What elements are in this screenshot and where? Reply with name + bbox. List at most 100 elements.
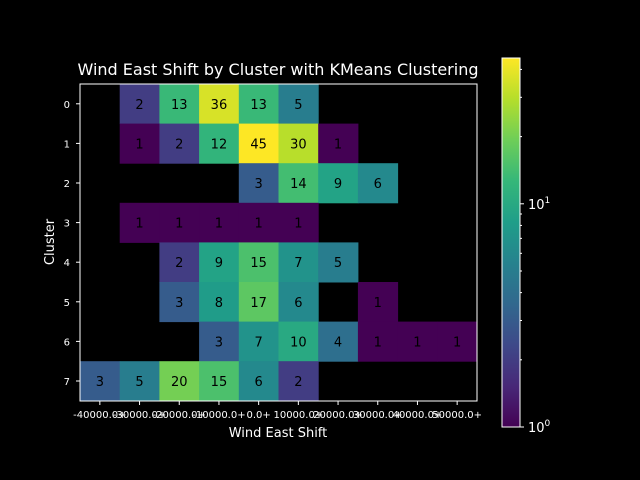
- cell-value-label: 1: [374, 335, 382, 350]
- cell-value-label: 1: [175, 217, 183, 232]
- cell-value-label: 9: [215, 256, 223, 271]
- heatmap-cell: [199, 84, 240, 125]
- heatmap-cell: [318, 123, 359, 164]
- heatmap-cell: [278, 84, 319, 125]
- heatmap-cell: [159, 361, 200, 402]
- y-tick-label: 2: [64, 179, 70, 190]
- cell-value-label: 15: [211, 375, 228, 390]
- heatmap-cell: [357, 282, 399, 323]
- heatmap-cell: [159, 282, 200, 323]
- heatmap-cells: 2 13 36 13 51 2 12 45 30 13 14 9 61 1 1 1 12 9 15 7 53 8 17 6 13…: [80, 84, 478, 402]
- chart-title: Wind East Shift by Cluster with KMeans C…: [77, 60, 478, 79]
- cell-value-label: 36: [211, 98, 228, 113]
- heatmap-cell: [119, 84, 160, 125]
- cell-value-label: 3: [255, 177, 263, 192]
- colorbar-low-base: 10: [528, 421, 545, 436]
- y-axis-label: Cluster: [43, 218, 58, 265]
- cell-value-label: 8: [215, 296, 223, 311]
- cell-value-label: 13: [250, 98, 267, 113]
- heatmap-cell: [80, 361, 121, 402]
- heatmap-cell: [159, 123, 200, 164]
- heatmap-cell: [238, 361, 279, 402]
- heatmap-cell: [159, 84, 200, 125]
- cell-value-label: 45: [250, 137, 267, 152]
- cell-value-label: 1: [334, 137, 342, 152]
- heatmap-cell: [238, 123, 279, 164]
- heatmap-cell: [318, 163, 359, 204]
- cell-value-label: 4: [334, 335, 342, 350]
- cell-value-label: 10: [290, 335, 307, 350]
- colorbar-low-exp: 0: [545, 419, 551, 429]
- heatmap-cell: [199, 202, 240, 243]
- heatmap-cell: [199, 282, 240, 323]
- y-tick-label: 0: [64, 100, 70, 111]
- heatmap-cell: [238, 282, 279, 323]
- y-axis-ticks: 0 1 2 3 4 5 6 7: [64, 100, 80, 388]
- x-tick-label: 40000.0+: [393, 410, 443, 421]
- y-tick-label: 6: [64, 337, 70, 348]
- y-tick-label: 1: [64, 139, 70, 150]
- cell-value-label: 12: [211, 137, 228, 152]
- cell-value-label: 2: [175, 137, 183, 152]
- heatmap-cell: [199, 242, 240, 283]
- heatmap-cell: [278, 242, 319, 283]
- heatmap-cell: [437, 321, 478, 362]
- heatmap-cell: [397, 321, 438, 362]
- heatmap-cell: [278, 202, 319, 243]
- heatmap-cell: [199, 123, 240, 164]
- cell-value-label: 5: [334, 256, 342, 271]
- y-tick-label: 4: [64, 258, 70, 269]
- heatmap-cell: [278, 321, 319, 362]
- heatmap-cell: [119, 202, 160, 243]
- heatmap-cell: [238, 163, 279, 204]
- cell-value-label: 1: [135, 217, 143, 232]
- cell-value-label: 3: [96, 375, 104, 390]
- x-tick-label: -30000.0+: [113, 410, 166, 421]
- x-tick-label: 10000.0+: [273, 410, 323, 421]
- x-tick-label: -20000.0+: [153, 410, 206, 421]
- cell-value-label: 2: [175, 256, 183, 271]
- heatmap-cell: [278, 163, 319, 204]
- cell-value-label: 1: [413, 335, 421, 350]
- heatmap-cell: [278, 361, 319, 402]
- cell-value-label: 1: [294, 217, 302, 232]
- cell-value-label: 1: [255, 217, 263, 232]
- x-tick-label: 20000.0+: [313, 410, 363, 421]
- heatmap-cell: [278, 123, 319, 164]
- heatmap-cell: [238, 84, 279, 125]
- colorbar-label-low: 100: [528, 419, 551, 436]
- colorbar-label-high: 101: [528, 196, 550, 213]
- x-tick-label: 0.0+: [247, 410, 271, 421]
- x-tick-label: -40000.0+: [73, 410, 126, 421]
- colorbar-ticks: [520, 68, 524, 428]
- cell-value-label: 30: [290, 137, 307, 152]
- heatmap-cell: [199, 361, 240, 402]
- heatmap-cell: [119, 361, 160, 402]
- cell-value-label: 3: [175, 296, 183, 311]
- cell-value-label: 3: [215, 335, 223, 350]
- colorbar: [501, 57, 521, 428]
- heatmap-cell: [238, 321, 279, 362]
- plot-frame: [79, 83, 478, 402]
- heatmap-cell: [238, 242, 279, 283]
- y-tick-label: 5: [64, 298, 70, 309]
- cell-value-label: 6: [294, 296, 302, 311]
- cell-value-label: 13: [171, 98, 188, 113]
- cell-value-label: 2: [135, 98, 143, 113]
- cell-value-label: 20: [171, 375, 188, 390]
- x-axis-ticks: -40000.0+-30000.0+-20000.0+-10000.0+ 0.0+…: [73, 401, 482, 421]
- heatmap-cell: [357, 321, 399, 362]
- cell-value-label: 14: [290, 177, 307, 192]
- y-tick-label: 3: [64, 219, 70, 230]
- cell-value-label: 6: [374, 177, 382, 192]
- x-tick-label: 50000.0+: [432, 410, 482, 421]
- heatmap-cell: [119, 123, 160, 164]
- heatmap-cell: [238, 202, 279, 243]
- colorbar-high-base: 10: [528, 198, 545, 213]
- cell-value-label: 9: [334, 177, 342, 192]
- cell-value-label: 5: [294, 98, 302, 113]
- x-tick-label: -10000.0+: [192, 410, 245, 421]
- cell-value-label: 2: [294, 375, 302, 390]
- heatmap-cell: [357, 163, 399, 204]
- colorbar-high-exp: 1: [545, 196, 551, 206]
